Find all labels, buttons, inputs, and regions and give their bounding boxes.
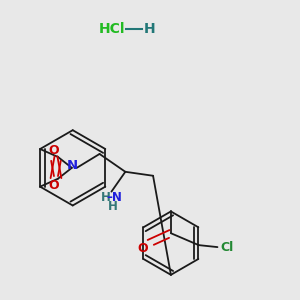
Text: O: O	[49, 143, 59, 157]
Text: H: H	[144, 22, 156, 36]
Text: O: O	[49, 179, 59, 192]
Text: –N: –N	[106, 191, 122, 204]
Text: HCl: HCl	[99, 22, 126, 36]
Text: H: H	[100, 191, 110, 204]
Text: Cl: Cl	[221, 241, 234, 254]
Text: N: N	[66, 159, 77, 172]
Text: O: O	[138, 242, 148, 255]
Text: H: H	[107, 200, 117, 213]
